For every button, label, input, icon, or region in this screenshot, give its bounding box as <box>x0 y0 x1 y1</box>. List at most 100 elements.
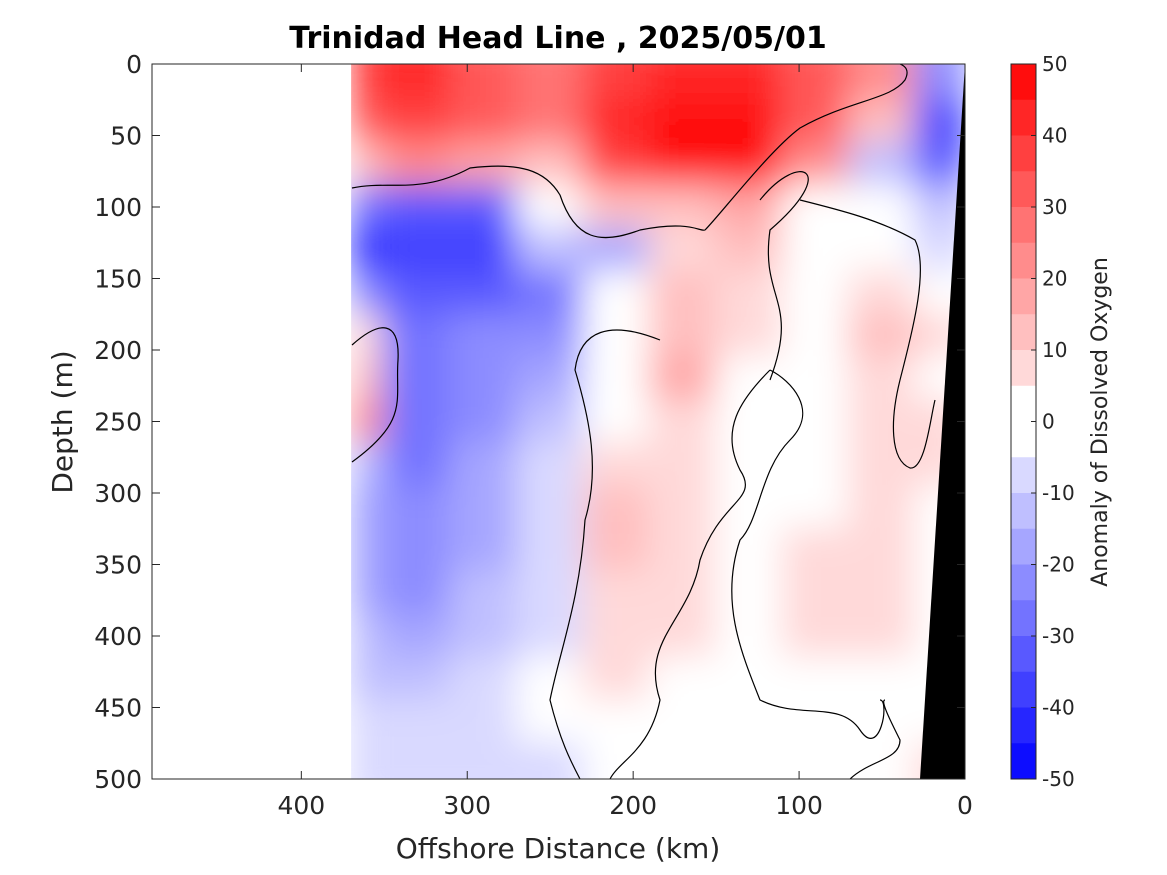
x-tick-label: 100 <box>775 791 823 820</box>
anomaly-cell <box>449 64 519 101</box>
chart-title: Trinidad Head Line , 2025/05/01 <box>289 21 826 56</box>
anomaly-cell <box>350 227 386 273</box>
x-tick-label: 200 <box>609 791 657 820</box>
anomaly-cell <box>914 141 965 187</box>
zero-contour-line <box>799 199 936 469</box>
anomaly-cell <box>781 399 850 444</box>
anomaly-cell <box>847 570 917 616</box>
anomaly-cell <box>847 141 917 187</box>
anomaly-cell <box>847 313 917 359</box>
zero-contour-line <box>849 699 901 779</box>
anomaly-cell <box>847 227 917 273</box>
anomaly-cell <box>582 64 651 101</box>
anomaly-cell <box>350 313 386 359</box>
anomaly-cell <box>383 742 452 779</box>
anomaly-cell <box>582 484 651 530</box>
zero-contour-line <box>731 369 885 739</box>
anomaly-cell <box>715 270 784 316</box>
anomaly-cell <box>582 98 651 144</box>
anomaly-cell <box>715 613 784 659</box>
anomaly-cell <box>383 141 452 187</box>
anomaly-cell <box>383 484 452 530</box>
anomaly-cell <box>350 399 386 444</box>
anomaly-cell <box>781 699 850 745</box>
zero-contour-line <box>609 369 771 779</box>
colorbar-band <box>1011 600 1036 637</box>
zero-contour-line <box>759 171 809 381</box>
anomaly-cell <box>781 527 850 573</box>
colorbar-band <box>1011 135 1036 172</box>
anomaly-cell <box>516 656 585 702</box>
anomaly-cell <box>383 227 452 273</box>
colorbar-band <box>1011 636 1036 673</box>
anomaly-cell <box>781 484 850 530</box>
colorbar-band <box>1011 350 1036 387</box>
anomaly-cell <box>781 441 850 487</box>
colorbar-band <box>1011 99 1036 136</box>
anomaly-cell <box>383 441 452 487</box>
colorbar-band <box>1011 457 1036 494</box>
x-axis-label: Offshore Distance (km) <box>396 832 721 865</box>
anomaly-cell <box>715 98 784 144</box>
anomaly-cell <box>516 527 585 573</box>
colorbar-band <box>1011 743 1036 780</box>
anomaly-cell <box>449 441 519 487</box>
zero-contour-line <box>351 327 399 463</box>
anomaly-cell <box>781 356 850 402</box>
anomaly-cell <box>715 699 784 745</box>
anomaly-cell <box>648 227 718 273</box>
anomaly-cell <box>350 484 386 530</box>
anomaly-cell <box>516 441 585 487</box>
anomaly-cell <box>781 141 850 187</box>
anomaly-cell <box>648 356 718 402</box>
colorbar-band <box>1011 242 1036 279</box>
anomaly-cell <box>449 613 519 659</box>
anomaly-cell <box>516 141 585 187</box>
anomaly-cell <box>648 527 718 573</box>
colorbar-band <box>1011 707 1036 744</box>
anomaly-cell <box>648 184 718 230</box>
zero-contour-line <box>351 64 908 239</box>
colorbar-tick-label: -30 <box>1042 624 1075 648</box>
anomaly-cell <box>847 98 917 144</box>
anomaly-cell <box>383 356 452 402</box>
anomaly-cell <box>847 184 917 230</box>
anomaly-cell <box>914 98 965 144</box>
anomaly-cell <box>582 227 651 273</box>
anomaly-cell <box>715 141 784 187</box>
anomaly-cell <box>715 742 784 779</box>
anomaly-cell <box>715 527 784 573</box>
anomaly-cell <box>582 742 651 779</box>
anomaly-cell <box>847 399 917 444</box>
anomaly-cell <box>449 184 519 230</box>
y-tick-label: 50 <box>110 122 142 151</box>
anomaly-cell <box>648 98 718 144</box>
anomaly-cell <box>383 64 452 101</box>
y-axis-ticks: 0 50 100 150 200 250 300 350 400 450 500 <box>94 50 965 794</box>
anomaly-cell <box>449 399 519 444</box>
anomaly-cell <box>383 656 452 702</box>
colorbar-band <box>1011 207 1036 244</box>
anomaly-cell <box>715 441 784 487</box>
anomaly-cell <box>449 270 519 316</box>
anomaly-cell <box>781 570 850 616</box>
x-axis-ticks: 400 300 200 100 0 <box>277 64 973 820</box>
anomaly-cell <box>715 227 784 273</box>
anomaly-cell <box>449 656 519 702</box>
anomaly-cell <box>516 613 585 659</box>
anomaly-cell <box>383 527 452 573</box>
y-tick-label: 350 <box>94 551 142 580</box>
anomaly-cell <box>383 613 452 659</box>
anomaly-cell <box>781 613 850 659</box>
seafloor-land-mask <box>920 64 965 779</box>
colorbar: 50 40 30 20 10 0 -10 -20 -30 -40 -50 Anomaly of Di… <box>1010 52 1113 791</box>
anomaly-cell <box>648 441 718 487</box>
anomaly-cell <box>383 270 452 316</box>
anomaly-cell <box>648 141 718 187</box>
anomaly-cell <box>449 570 519 616</box>
anomaly-cell <box>449 356 519 402</box>
anomaly-cell <box>383 399 452 444</box>
anomaly-cell <box>350 441 386 487</box>
anomaly-cell <box>516 98 585 144</box>
